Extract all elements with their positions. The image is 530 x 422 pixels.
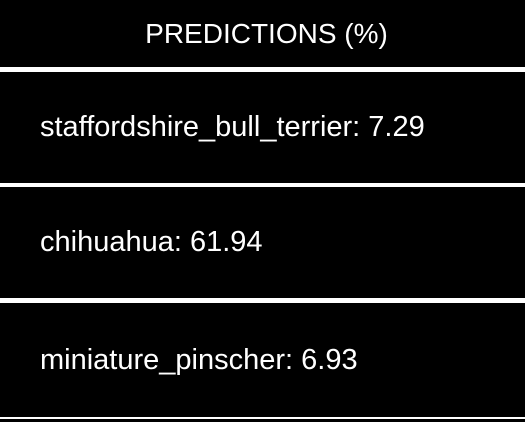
predictions-title: PREDICTIONS (%): [145, 17, 388, 49]
prediction-text: miniature_pinscher: 6.93: [40, 343, 358, 376]
prediction-row: miniature_pinscher: 6.93: [0, 303, 525, 417]
prediction-row: chihuahua: 61.94: [0, 187, 525, 298]
prediction-row: staffordshire_bull_terrier: 7.29: [0, 72, 525, 183]
prediction-text: staffordshire_bull_terrier: 7.29: [40, 111, 425, 143]
prediction-text: chihuahua: 61.94: [40, 226, 263, 258]
bottom-edge: [0, 419, 525, 422]
predictions-header: PREDICTIONS (%): [0, 0, 525, 67]
